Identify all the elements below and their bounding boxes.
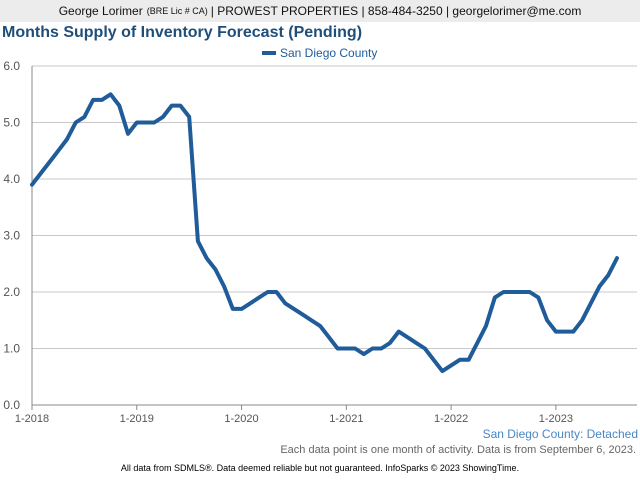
series-layer: [30, 92, 619, 374]
y-tick-label: 1.0: [3, 342, 20, 356]
x-tick-label: 1-2022: [434, 413, 468, 425]
grid-lines: [32, 65, 637, 349]
x-axis: 1-2018 1-2019 1-2020 1-2021 1-2022 1-2023: [15, 404, 637, 425]
y-tick-label: 5.0: [3, 116, 20, 130]
x-tick-label: 1-2023: [539, 413, 573, 425]
y-axis: 0.0 1.0 2.0 3.0 4.0 5.0 6.0: [3, 59, 33, 412]
chart-title: Months Supply of Inventory Forecast (Pen…: [2, 24, 363, 41]
y-tick-label: 6.0: [3, 59, 20, 73]
data-note: Each data point is one month of activity…: [280, 444, 636, 456]
x-tick-label: 1-2019: [120, 413, 154, 425]
legend-label: San Diego County: [280, 46, 378, 60]
x-tick-label: 1-2020: [224, 413, 258, 425]
y-tick-label: 0.0: [3, 398, 20, 412]
agent-name: George Lorimer: [58, 4, 143, 18]
area-label: San Diego County: Detached: [482, 427, 638, 441]
legend[interactable]: San Diego County: [262, 46, 377, 60]
contact-info: | PROWEST PROPERTIES | 858-484-3250 | ge…: [210, 4, 582, 18]
footer-disclaimer: All data from SDMLS®. Data deemed reliab…: [120, 463, 520, 473]
y-tick-label: 2.0: [3, 285, 20, 299]
legend-swatch: [262, 51, 276, 55]
license-text: (BRE Lic # CA): [146, 6, 208, 16]
header-bar: George Lorimer (BRE Lic # CA) | PROWEST …: [0, 0, 640, 22]
y-tick-label: 4.0: [3, 172, 20, 186]
series-line-san-diego-county: [30, 92, 619, 374]
x-tick-label: 1-2021: [329, 413, 363, 425]
x-tick-label: 1-2018: [15, 413, 49, 425]
y-tick-label: 3.0: [3, 229, 20, 243]
